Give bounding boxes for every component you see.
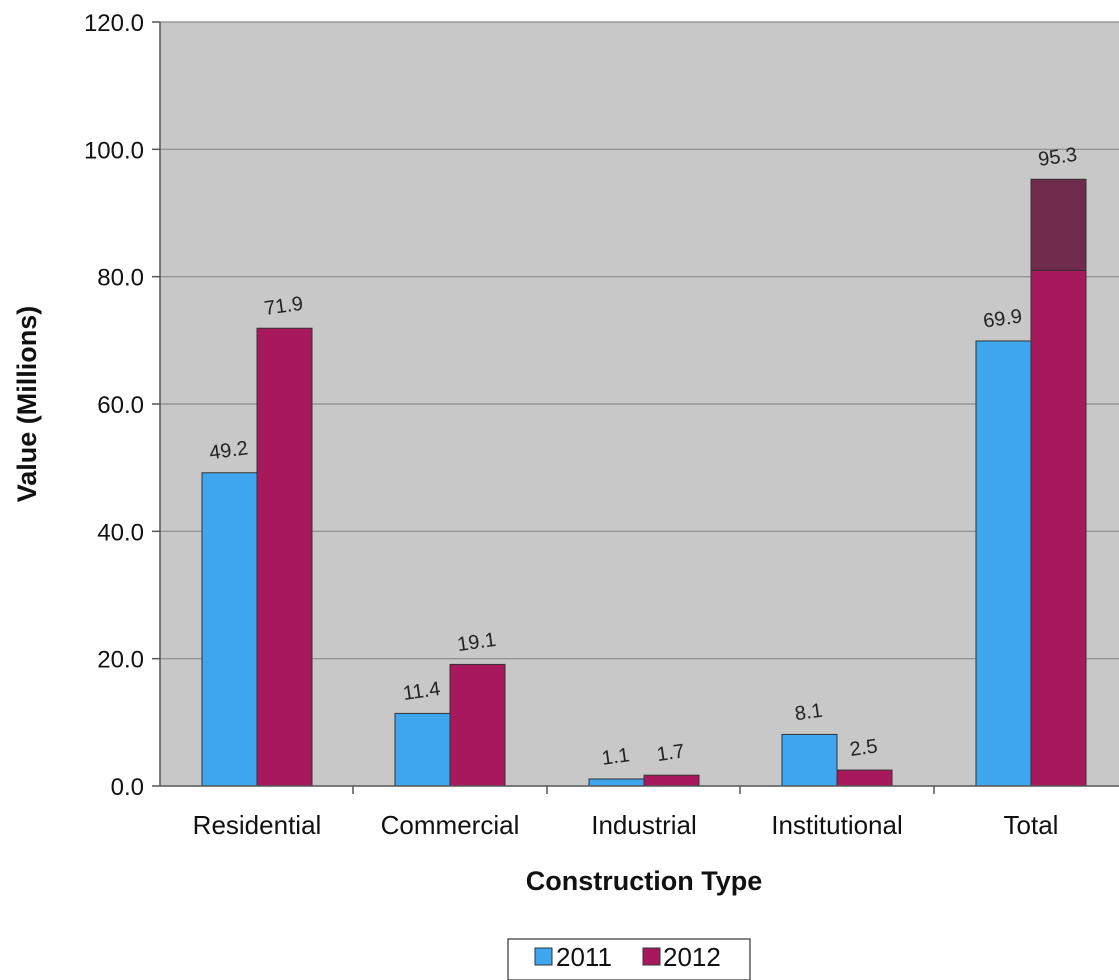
y-axis-title: Value (Millions) [12, 306, 42, 503]
y-tick-label: 100.0 [84, 137, 144, 164]
y-tick-label: 80.0 [97, 265, 144, 292]
legend-label-2011: 2011 [556, 942, 612, 972]
x-tick-label: Institutional [771, 810, 903, 840]
data-label: 71.9 [263, 293, 305, 320]
y-tick-label: 120.0 [84, 10, 144, 37]
legend-swatch-2012 [642, 947, 661, 966]
bar-2012-total-top [1030, 178, 1087, 271]
bar-2011-industrial [588, 778, 645, 787]
bar-2012-residential [256, 327, 313, 787]
y-tick-label: 0.0 [111, 774, 144, 801]
data-label: 69.9 [982, 305, 1024, 332]
data-label: 95.3 [1037, 144, 1079, 171]
data-label: 11.4 [402, 678, 442, 705]
x-tick-label: Commercial [381, 810, 520, 840]
bar-2011-commercial [394, 712, 451, 787]
y-tick-label: 20.0 [97, 647, 144, 674]
data-label: 1.1 [600, 744, 631, 770]
data-labels: 49.2 11.4 1.1 8.1 69.9 71.9 19.1 1.7 2.5 95.3 [208, 144, 1079, 770]
x-tick-label: Residential [193, 810, 322, 840]
bar-2011-institutional [781, 733, 838, 787]
bar-2011-residential [201, 472, 258, 787]
data-label: 8.1 [793, 700, 824, 726]
y-tick-label: 60.0 [97, 392, 144, 419]
x-tick-label: Total [1004, 810, 1059, 840]
bar-2012-institutional [836, 769, 893, 787]
bar-2011-total [975, 340, 1032, 787]
x-axis-title: Construction Type [526, 866, 763, 896]
data-label: 1.7 [655, 740, 686, 766]
data-label: 2.5 [848, 735, 879, 761]
x-tick-label: Industrial [591, 810, 697, 840]
data-label: 49.2 [208, 437, 250, 464]
legend: 2011 2012 [507, 938, 751, 980]
y-axis-ticks: 0.0 20.0 40.0 60.0 80.0 100.0 120.0 [84, 10, 160, 801]
gridlines [160, 21, 1119, 660]
bar-2012-commercial [449, 663, 506, 787]
legend-swatch-2011 [534, 947, 553, 966]
y-tick-label: 40.0 [97, 519, 144, 546]
legend-label-2012: 2012 [663, 942, 721, 972]
bar-2012-total [1030, 269, 1087, 787]
data-label: 19.1 [456, 629, 498, 656]
bar-2012-industrial [643, 774, 700, 787]
bars [201, 178, 1087, 787]
x-axis-ticks: Residential Commercial Industrial Instituti… [193, 786, 1059, 840]
